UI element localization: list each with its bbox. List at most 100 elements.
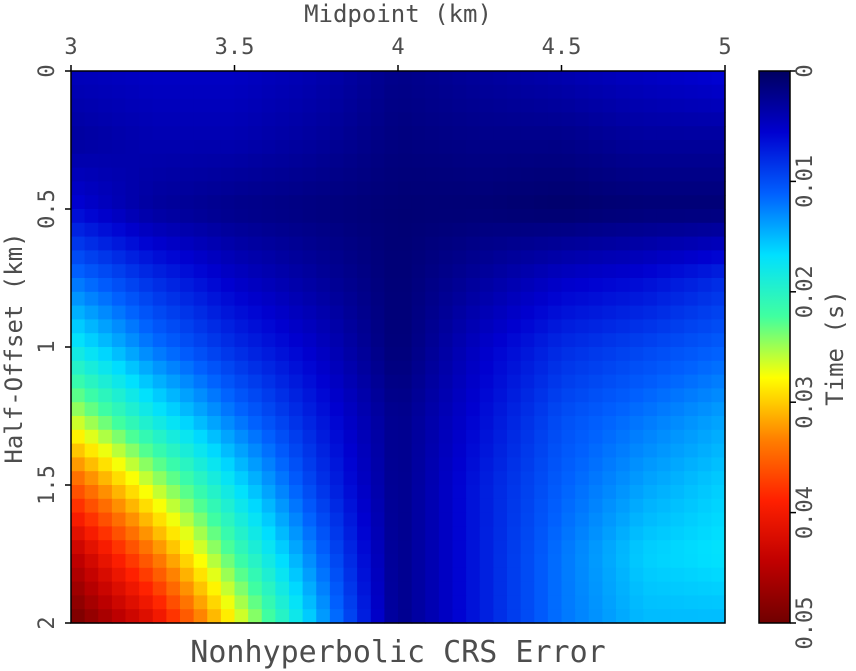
- heatmap-cell: [643, 347, 658, 362]
- heatmap-cell: [670, 84, 685, 100]
- heatmap-cell: [534, 71, 549, 86]
- heatmap-cell: [261, 554, 276, 569]
- heatmap-cell: [452, 209, 467, 224]
- heatmap-cell: [411, 319, 426, 334]
- heatmap-cell: [520, 250, 535, 265]
- y-tick-label: 0: [35, 64, 60, 77]
- heatmap-cell: [111, 402, 127, 417]
- heatmap-cell: [697, 98, 712, 113]
- heatmap-cell: [629, 512, 644, 527]
- heatmap-cell: [357, 540, 372, 555]
- heatmap-cell: [588, 112, 603, 127]
- heatmap-cell: [575, 236, 590, 251]
- heatmap-cell: [193, 609, 208, 624]
- heatmap-cell: [220, 416, 236, 431]
- heatmap-cell: [438, 236, 454, 251]
- heatmap-cell: [220, 195, 236, 210]
- heatmap-cell: [71, 567, 86, 583]
- heatmap-cell: [602, 84, 617, 100]
- heatmap-cell: [547, 471, 563, 486]
- heatmap-cell: [452, 140, 467, 155]
- heatmap-cell: [84, 167, 99, 182]
- heatmap-cell: [207, 457, 222, 472]
- heatmap-cell: [697, 388, 712, 403]
- heatmap-cell: [643, 457, 658, 472]
- heatmap-cell: [166, 609, 181, 624]
- heatmap-cell: [384, 485, 399, 500]
- colorbar-label: Time (s): [821, 290, 849, 406]
- heatmap-cell: [139, 319, 154, 334]
- heatmap-cell: [398, 319, 413, 334]
- heatmap-cell: [98, 278, 113, 293]
- heatmap-cell: [166, 540, 181, 555]
- heatmap-cell: [125, 429, 140, 445]
- heatmap-cell: [275, 291, 290, 307]
- heatmap-cell: [547, 347, 563, 362]
- heatmap-cell: [697, 443, 712, 458]
- heatmap-cell: [547, 554, 563, 569]
- heatmap-cell: [507, 71, 522, 86]
- heatmap-cell: [357, 209, 372, 224]
- heatmap-cell: [602, 167, 617, 182]
- heatmap-cell: [561, 388, 576, 403]
- heatmap-cell: [534, 498, 549, 514]
- heatmap-cell: [602, 71, 617, 86]
- heatmap-cell: [180, 416, 195, 431]
- heatmap-cell: [248, 360, 263, 376]
- heatmap-cell: [329, 374, 345, 389]
- heatmap-cell: [275, 264, 290, 279]
- heatmap-cell: [493, 485, 508, 500]
- heatmap-cell: [384, 540, 399, 555]
- heatmap-cell: [370, 236, 385, 251]
- heatmap-cell: [629, 416, 644, 431]
- heatmap-cell: [479, 581, 494, 596]
- heatmap-cell: [234, 291, 249, 307]
- heatmap-cell: [125, 457, 140, 472]
- heatmap-cell: [602, 471, 617, 486]
- heatmap-cell: [643, 388, 658, 403]
- heatmap-cell: [575, 84, 590, 100]
- heatmap-cell: [438, 278, 454, 293]
- heatmap-cell: [166, 71, 181, 86]
- heatmap-cell: [329, 291, 345, 307]
- heatmap-cell: [316, 374, 331, 389]
- heatmap-cell: [507, 333, 522, 348]
- heatmap-cell: [452, 278, 467, 293]
- heatmap-cell: [697, 319, 712, 334]
- heatmap-cell: [520, 609, 535, 624]
- heatmap-cell: [180, 236, 195, 251]
- heatmap-cell: [520, 402, 535, 417]
- heatmap-cell: [398, 264, 413, 279]
- heatmap-cell: [629, 360, 644, 376]
- heatmap-cell: [289, 209, 304, 224]
- heatmap-cell: [261, 140, 276, 155]
- heatmap-cell: [684, 471, 699, 486]
- heatmap-cell: [425, 333, 440, 348]
- colorbar-tick-label: 0.04: [793, 486, 818, 539]
- heatmap-cell: [152, 195, 167, 210]
- heatmap-cell: [479, 264, 494, 279]
- heatmap-cell: [656, 291, 672, 307]
- heatmap-cell: [643, 195, 658, 210]
- heatmap-cell: [656, 526, 672, 541]
- heatmap-cell: [588, 71, 603, 86]
- heatmap-cell: [684, 360, 699, 376]
- heatmap-cell: [561, 167, 576, 182]
- heatmap-cell: [152, 388, 167, 403]
- heatmap-cell: [152, 112, 167, 127]
- heatmap-cell: [234, 457, 249, 472]
- heatmap-cell: [452, 595, 467, 610]
- heatmap-cell: [111, 609, 127, 624]
- heatmap-cell: [561, 250, 576, 265]
- heatmap-cell: [479, 526, 494, 541]
- heatmap-cell: [697, 416, 712, 431]
- heatmap-cell: [684, 498, 699, 514]
- heatmap-cell: [180, 443, 195, 458]
- heatmap-cell: [316, 554, 331, 569]
- heatmap-cell: [166, 457, 181, 472]
- heatmap-cell: [234, 595, 249, 610]
- heatmap-cell: [316, 250, 331, 265]
- heatmap-cell: [602, 98, 617, 113]
- heatmap-cell: [357, 112, 372, 127]
- heatmap-cell: [711, 236, 726, 251]
